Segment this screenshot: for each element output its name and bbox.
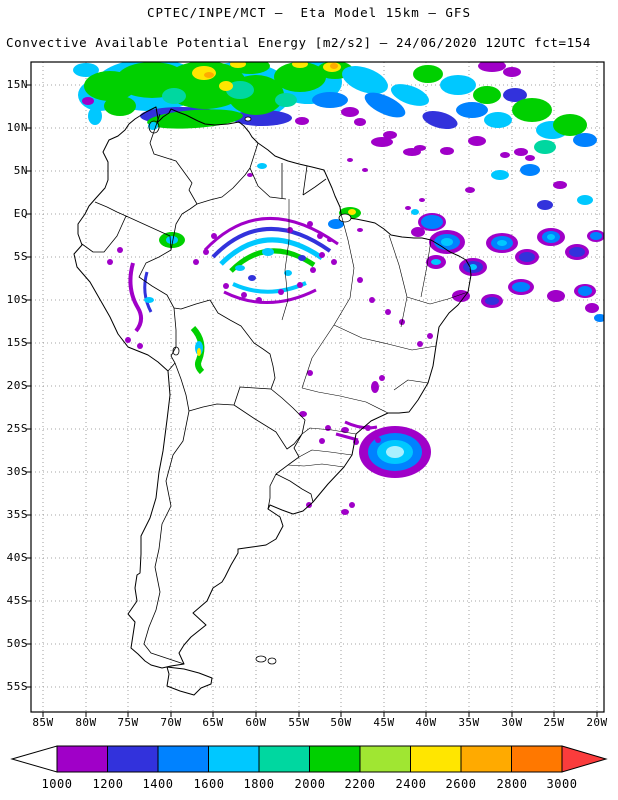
colorbar-segment — [460, 745, 512, 773]
map-frame — [30, 61, 605, 713]
lon-label: 65W — [202, 716, 224, 729]
lat-label: 10S — [6, 293, 28, 306]
colorbar-tick-label: 2600 — [445, 777, 477, 791]
lat-label: 5S — [13, 250, 28, 263]
colorbar — [10, 745, 608, 773]
state-borders — [281, 199, 469, 468]
figure-subtitle: Convective Available Potential Energy [m… — [6, 35, 592, 50]
lat-label: 10N — [6, 121, 28, 134]
colorbar-tick-label: 2400 — [395, 777, 427, 791]
lon-label: 80W — [75, 716, 97, 729]
colorbar-tick-label: 1000 — [41, 777, 73, 791]
lat-label: 45S — [6, 594, 28, 607]
lat-label: 20S — [6, 379, 28, 392]
colorbar-tick-label: 1400 — [142, 777, 174, 791]
lon-label: 30W — [501, 716, 523, 729]
colorbar-segment — [107, 745, 159, 773]
lat-label: 55S — [6, 680, 28, 693]
colorbar-tick-label: 2800 — [496, 777, 528, 791]
trinidad-island — [244, 116, 252, 122]
coastline — [73, 106, 472, 696]
lat-label: 25S — [6, 422, 28, 435]
colorbar-tick-label: 2000 — [294, 777, 326, 791]
lon-label: 25W — [543, 716, 565, 729]
colorbar-tick-label: 3000 — [546, 777, 578, 791]
colorbar-tick-label: 1800 — [243, 777, 275, 791]
lon-label: 75W — [117, 716, 139, 729]
lon-label: 45W — [373, 716, 395, 729]
lat-label: EQ — [13, 207, 28, 220]
lat-label: 40S — [6, 551, 28, 564]
cape-shading — [73, 62, 604, 515]
colorbar-tick-label: 2200 — [344, 777, 376, 791]
lon-label: 60W — [245, 716, 267, 729]
marajo-island — [338, 213, 352, 223]
colorbar-tick-label: 1600 — [193, 777, 225, 791]
falkland-east-island — [267, 657, 277, 665]
lat-label: 5N — [13, 164, 28, 177]
grid-lines — [31, 62, 604, 712]
lon-label: 20W — [586, 716, 608, 729]
colorbar-segment — [359, 745, 411, 773]
lon-label: 40W — [415, 716, 437, 729]
lon-label: 85W — [32, 716, 54, 729]
colorbar-tick-label: 1200 — [92, 777, 124, 791]
figure-title: CPTEC/INPE/MCT – Eta Model 15km – GFS — [147, 5, 471, 20]
colorbar-segment — [258, 745, 310, 773]
colorbar-segment — [208, 745, 260, 773]
islands-and-lakes — [148, 116, 352, 665]
lon-label: 35W — [458, 716, 480, 729]
tierra-del-fuego-outline — [166, 666, 213, 696]
lat-label: 15S — [6, 336, 28, 349]
lon-label: 55W — [288, 716, 310, 729]
falkland-west-island — [255, 655, 267, 663]
lat-label: 30S — [6, 465, 28, 478]
lat-label: 35S — [6, 508, 28, 521]
colorbar-segment — [309, 745, 361, 773]
lon-label: 50W — [330, 716, 352, 729]
lake-maracaibo — [148, 120, 160, 134]
colorbar-segment — [56, 745, 108, 773]
lon-label: 70W — [160, 716, 182, 729]
colorbar-left-arrow — [10, 745, 58, 773]
lat-label: 15N — [6, 78, 28, 91]
country-borders — [81, 113, 327, 665]
axis-ticks — [26, 84, 598, 717]
colorbar-segment — [157, 745, 209, 773]
colorbar-segment — [410, 745, 462, 773]
colorbar-segment — [511, 745, 563, 773]
lat-label: 50S — [6, 637, 28, 650]
colorbar-right-arrow — [561, 745, 608, 773]
